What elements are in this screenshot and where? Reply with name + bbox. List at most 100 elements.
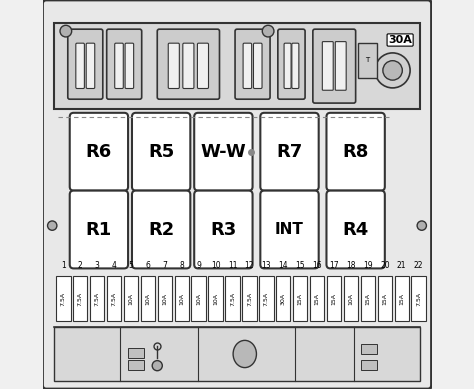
Circle shape — [152, 361, 162, 371]
FancyBboxPatch shape — [68, 29, 103, 99]
FancyBboxPatch shape — [56, 276, 71, 321]
FancyBboxPatch shape — [260, 113, 319, 191]
Text: 7.5A: 7.5A — [264, 291, 269, 306]
FancyBboxPatch shape — [194, 113, 253, 191]
FancyBboxPatch shape — [235, 29, 270, 99]
Text: R7: R7 — [276, 143, 302, 161]
Text: 2: 2 — [78, 261, 82, 270]
FancyBboxPatch shape — [86, 43, 95, 89]
Text: 30A: 30A — [281, 293, 286, 305]
Text: R1: R1 — [86, 221, 112, 238]
FancyBboxPatch shape — [107, 29, 142, 99]
FancyBboxPatch shape — [125, 43, 134, 89]
Circle shape — [417, 221, 427, 230]
Text: 15A: 15A — [383, 293, 387, 305]
Text: 3: 3 — [95, 261, 100, 270]
Text: 10: 10 — [211, 261, 220, 270]
FancyBboxPatch shape — [327, 113, 385, 191]
Text: 21: 21 — [397, 261, 407, 270]
Text: R4: R4 — [343, 221, 369, 238]
Text: 20: 20 — [380, 261, 390, 270]
Text: R2: R2 — [148, 221, 174, 238]
Ellipse shape — [233, 340, 256, 368]
Text: 7.5A: 7.5A — [95, 291, 100, 306]
Text: INT: INT — [275, 222, 304, 237]
FancyBboxPatch shape — [378, 276, 392, 321]
Text: 7.5A: 7.5A — [111, 291, 117, 306]
Text: 10A: 10A — [213, 293, 218, 305]
FancyBboxPatch shape — [259, 276, 273, 321]
Text: 10A: 10A — [179, 293, 184, 305]
FancyBboxPatch shape — [293, 276, 308, 321]
FancyBboxPatch shape — [278, 29, 305, 99]
Circle shape — [47, 221, 57, 230]
FancyBboxPatch shape — [284, 43, 291, 89]
FancyBboxPatch shape — [43, 0, 431, 389]
Text: 19: 19 — [363, 261, 373, 270]
FancyBboxPatch shape — [362, 360, 377, 370]
FancyBboxPatch shape — [327, 276, 341, 321]
FancyBboxPatch shape — [242, 276, 256, 321]
Text: 16: 16 — [312, 261, 322, 270]
FancyBboxPatch shape — [260, 191, 319, 268]
FancyBboxPatch shape — [73, 276, 87, 321]
Text: 17: 17 — [329, 261, 339, 270]
Text: 15A: 15A — [331, 293, 337, 305]
Text: 9: 9 — [196, 261, 201, 270]
Text: 15A: 15A — [365, 293, 370, 305]
Text: 11: 11 — [228, 261, 237, 270]
FancyBboxPatch shape — [132, 113, 191, 191]
Text: 15A: 15A — [399, 293, 404, 305]
FancyBboxPatch shape — [322, 42, 333, 90]
FancyBboxPatch shape — [107, 276, 121, 321]
Text: R3: R3 — [210, 221, 237, 238]
FancyBboxPatch shape — [54, 23, 420, 109]
FancyBboxPatch shape — [243, 43, 252, 89]
FancyBboxPatch shape — [344, 276, 358, 321]
FancyBboxPatch shape — [327, 191, 385, 268]
FancyBboxPatch shape — [70, 113, 128, 191]
FancyBboxPatch shape — [313, 29, 356, 103]
FancyBboxPatch shape — [394, 276, 409, 321]
FancyBboxPatch shape — [362, 344, 377, 354]
Text: 7.5A: 7.5A — [61, 291, 66, 306]
FancyBboxPatch shape — [191, 276, 206, 321]
Text: 7.5A: 7.5A — [247, 291, 252, 306]
Text: 10A: 10A — [196, 293, 201, 305]
FancyBboxPatch shape — [90, 276, 104, 321]
Text: 4: 4 — [112, 261, 117, 270]
Text: 10A: 10A — [348, 293, 354, 305]
Text: 22: 22 — [414, 261, 423, 270]
FancyBboxPatch shape — [115, 43, 123, 89]
FancyBboxPatch shape — [335, 42, 346, 90]
Text: 18: 18 — [346, 261, 356, 270]
Text: R5: R5 — [148, 143, 174, 161]
FancyBboxPatch shape — [276, 276, 291, 321]
Circle shape — [60, 25, 72, 37]
FancyBboxPatch shape — [183, 43, 194, 89]
Text: 7.5A: 7.5A — [230, 291, 235, 306]
FancyBboxPatch shape — [174, 276, 189, 321]
Text: W-W: W-W — [201, 143, 246, 161]
FancyBboxPatch shape — [158, 276, 172, 321]
Text: 15A: 15A — [315, 293, 319, 305]
Text: 14: 14 — [279, 261, 288, 270]
FancyBboxPatch shape — [76, 43, 84, 89]
FancyBboxPatch shape — [124, 276, 138, 321]
Circle shape — [383, 61, 402, 80]
Text: 7: 7 — [163, 261, 167, 270]
Text: T: T — [365, 57, 369, 63]
Text: 7.5A: 7.5A — [416, 291, 421, 306]
FancyBboxPatch shape — [225, 276, 240, 321]
FancyBboxPatch shape — [157, 29, 219, 99]
FancyBboxPatch shape — [254, 43, 262, 89]
Text: 5: 5 — [128, 261, 134, 270]
FancyBboxPatch shape — [310, 276, 324, 321]
FancyBboxPatch shape — [70, 191, 128, 268]
FancyBboxPatch shape — [361, 276, 375, 321]
FancyBboxPatch shape — [209, 276, 223, 321]
Text: R8: R8 — [342, 143, 369, 161]
FancyBboxPatch shape — [132, 191, 191, 268]
Text: R6: R6 — [86, 143, 112, 161]
FancyBboxPatch shape — [54, 327, 420, 381]
